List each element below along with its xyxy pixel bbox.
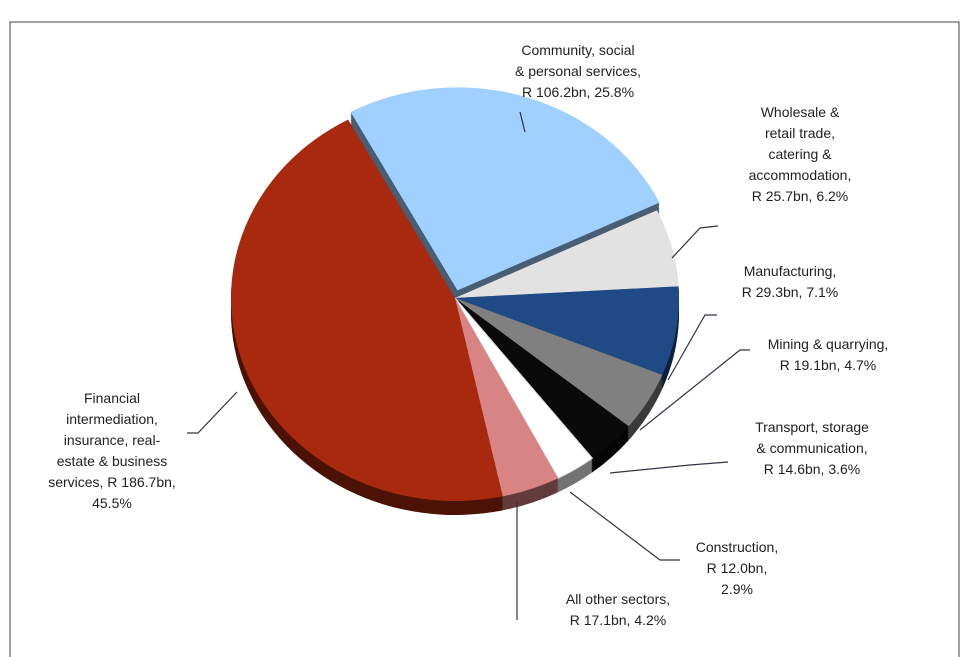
slice-label: & communication, [756,440,867,456]
slice [454,297,594,479]
slice-label: Transport, storage [755,419,869,435]
slice-label: retail trade, [765,125,835,141]
leader-line [639,349,750,431]
leader-line [569,491,680,561]
slice-label: R 14.6bn, 3.6% [764,461,861,477]
slice [455,298,663,427]
slice-label: & personal services, [515,63,641,79]
leader-line [667,314,717,381]
slice-label: All other sectors, [566,591,670,607]
slice-label: Financial [84,390,140,406]
slice-label: intermediation, [66,411,158,427]
leader-line [671,225,719,259]
slice-label: R 19.1bn, 4.7% [780,357,877,373]
slice [455,210,679,298]
slice-label: Wholesale & [761,104,840,120]
slice-label: R 17.1bn, 4.2% [570,612,667,628]
slice [350,87,660,291]
leader-line [609,461,729,474]
slice-label: 2.9% [721,581,753,597]
slice-label: estate & business [57,453,168,469]
slice-label: 45.5% [92,495,132,511]
slice-label: accommodation, [749,167,852,183]
slice-label: Manufacturing, [744,263,837,279]
slice-label: insurance, real- [64,432,161,448]
slice-label: Construction, [696,539,778,555]
slice-label: R 106.2bn, 25.8% [522,84,634,100]
leader-line [187,391,238,434]
slice-label: services, R 186.7bn, [48,474,176,490]
slice-label: catering & [768,146,832,162]
slice [231,119,503,501]
slice-label: Community, social [521,42,634,58]
slice [455,286,679,375]
slice-label: R 29.3bn, 7.1% [742,284,839,300]
slice-label: Mining & quarrying, [768,336,889,352]
slice [455,298,629,459]
slice-label: R 12.0bn, [707,560,768,576]
slice [455,298,559,497]
leader-line [519,111,526,133]
slice-label: R 25.7bn, 6.2% [752,188,849,204]
